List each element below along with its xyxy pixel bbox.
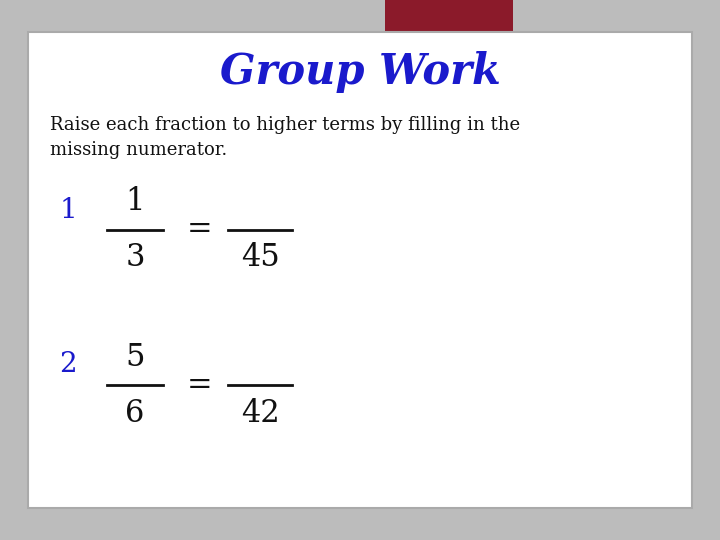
- Bar: [385, 0, 513, 52]
- Text: 5: 5: [125, 341, 145, 373]
- Text: Group Work: Group Work: [220, 51, 500, 93]
- Text: 42: 42: [240, 397, 279, 429]
- Text: missing numerator.: missing numerator.: [50, 141, 228, 159]
- Text: 1: 1: [125, 186, 145, 218]
- Text: 45: 45: [240, 242, 279, 273]
- Text: 2: 2: [59, 352, 77, 379]
- Text: 3: 3: [125, 242, 145, 273]
- Bar: [28, 32, 692, 508]
- Text: =: =: [187, 214, 213, 246]
- Text: 1: 1: [59, 197, 77, 224]
- Text: =: =: [187, 369, 213, 401]
- Text: Raise each fraction to higher terms by filling in the: Raise each fraction to higher terms by f…: [50, 116, 520, 134]
- Text: 6: 6: [125, 397, 145, 429]
